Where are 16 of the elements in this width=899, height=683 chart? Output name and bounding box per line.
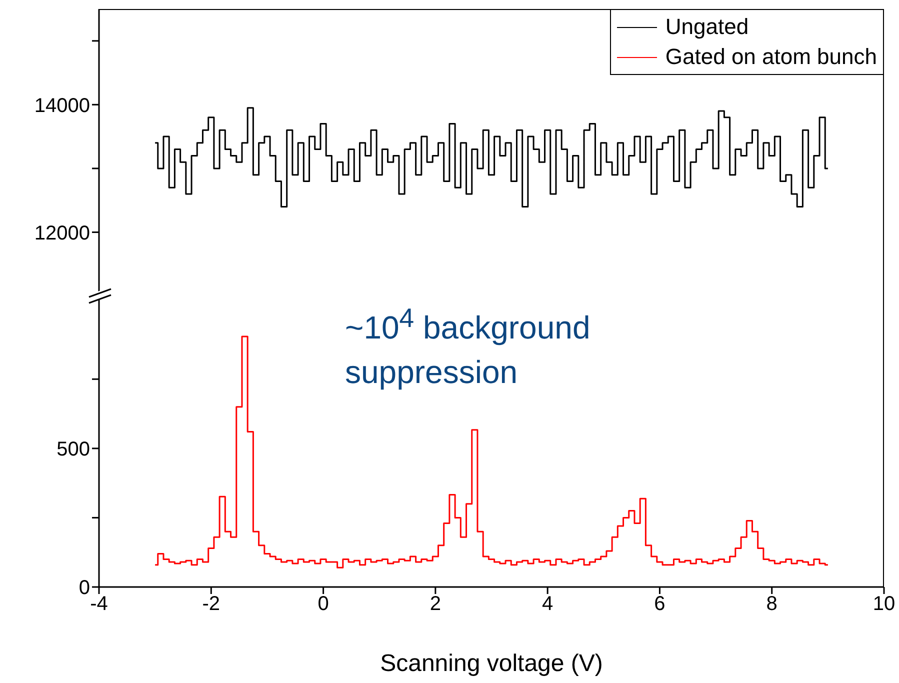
x-axis-title: Scanning voltage (V) [380, 650, 603, 677]
x-tick-label: 8 [766, 593, 778, 616]
x-tick-label: 6 [654, 593, 666, 616]
x-tick-label: 0 [318, 593, 329, 616]
annotation: ~10$^{4}$ background suppression [345, 302, 592, 392]
x-tick-label: 10 [872, 593, 896, 616]
x-tick-label: 4 [542, 593, 554, 616]
y-tick-label: 500 [56, 438, 90, 461]
x-tick-label: -2 [202, 593, 220, 616]
y-tick-label: 14000 [34, 94, 90, 117]
x-tick-label: -4 [90, 593, 108, 616]
y-tick-label: 12000 [34, 222, 90, 244]
legend-label: Gated on atom bunch [664, 43, 877, 71]
legend-label: Ungated [664, 13, 750, 41]
y-tick-label: 0 [78, 577, 90, 600]
x-tick-label: 2 [430, 593, 441, 616]
